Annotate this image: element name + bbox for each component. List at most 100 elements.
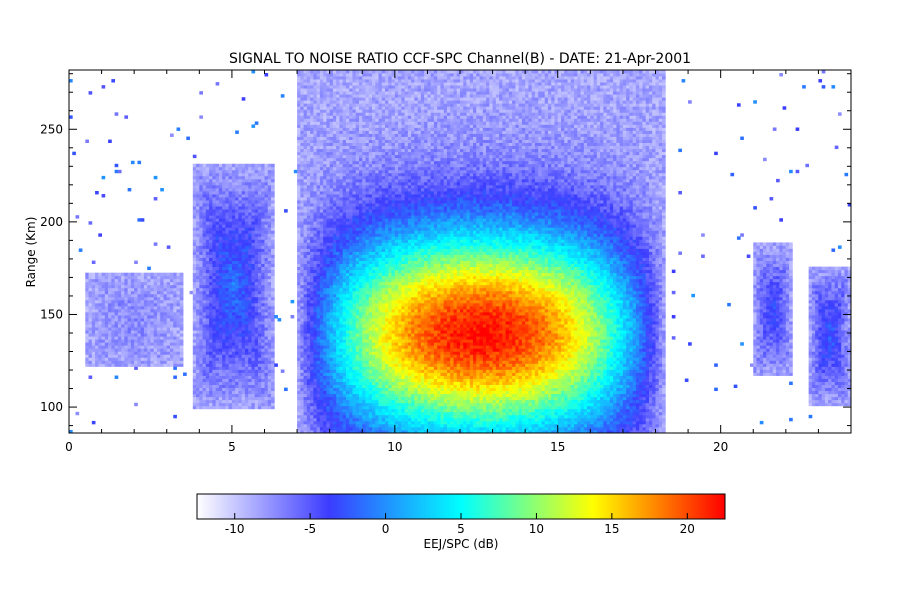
heatmap-cell	[332, 233, 337, 237]
heatmap-cell	[176, 348, 181, 352]
heatmap-cell	[313, 423, 318, 428]
heatmap-cell	[199, 194, 203, 198]
heatmap-cell	[91, 339, 96, 343]
heatmap-cell	[303, 236, 308, 240]
heatmap-cell	[212, 348, 217, 352]
chart-title: SIGNAL TO NOISE RATIO CCF-SPC Channel(B)…	[229, 51, 691, 67]
heatmap-cell	[241, 345, 246, 349]
heatmap-cell	[345, 411, 350, 416]
heatmap-cell	[196, 172, 200, 177]
heatmap-cell	[336, 269, 340, 274]
heatmap-cell	[231, 357, 236, 361]
heatmap-cell	[329, 321, 334, 325]
heatmap-cell	[313, 233, 318, 237]
heatmap-cell	[261, 257, 265, 261]
heatmap-cell	[98, 321, 102, 325]
heatmap-cell	[303, 187, 308, 192]
heatmap-cell	[319, 118, 324, 122]
heatmap-cell	[196, 284, 200, 289]
heatmap-cell	[313, 408, 318, 413]
heatmap-cell	[196, 281, 200, 286]
heatmap-cell	[316, 133, 321, 137]
heatmap-cell	[85, 278, 89, 283]
heatmap-cell	[143, 308, 148, 313]
heatmap-cell	[238, 239, 243, 243]
heatmap-cell	[306, 318, 311, 322]
heatmap-cell	[244, 363, 249, 367]
heatmap-cell	[329, 318, 334, 322]
heatmap-cell	[313, 342, 318, 346]
heatmap-cell	[121, 275, 125, 280]
heatmap-cell	[326, 423, 331, 428]
heatmap-cell	[202, 339, 207, 343]
heatmap-cell	[323, 145, 327, 150]
heatmap-cell	[336, 305, 340, 310]
heatmap-cell	[134, 308, 138, 313]
heatmap-cell	[349, 305, 353, 310]
heatmap-cell	[300, 203, 304, 207]
heatmap-cell	[98, 351, 102, 355]
heatmap-cell	[303, 263, 308, 268]
heatmap-cell	[300, 333, 304, 337]
heatmap-cell	[310, 121, 314, 125]
heatmap-cell	[323, 181, 327, 186]
heatmap-cell	[222, 339, 226, 343]
heatmap-cell	[332, 426, 337, 431]
heatmap-cell	[339, 163, 344, 168]
heatmap-cell	[130, 321, 135, 325]
heatmap-cell	[205, 239, 210, 243]
heatmap-cell	[192, 197, 197, 201]
heatmap-cell	[153, 318, 158, 322]
heatmap-cell	[241, 390, 246, 395]
heatmap-cell	[297, 109, 301, 113]
heatmap-cell	[326, 402, 331, 407]
heatmap-cell	[147, 293, 151, 298]
heatmap-cell	[176, 321, 181, 325]
heatmap-cell	[257, 178, 262, 183]
heatmap-cell	[254, 212, 259, 216]
heatmap-cell	[228, 318, 233, 322]
heatmap-cell	[316, 94, 321, 98]
heatmap-cell	[153, 312, 158, 316]
heatmap-cell	[254, 375, 259, 379]
heatmap-cell	[264, 327, 269, 331]
heatmap-cell	[297, 366, 301, 370]
heatmap-cell	[244, 254, 249, 258]
heatmap-cell	[205, 227, 210, 231]
heatmap-cell	[342, 169, 347, 174]
heatmap-cell	[342, 411, 347, 416]
heatmap-cell	[345, 124, 350, 128]
heatmap-cell	[228, 230, 233, 234]
heatmap-cell	[111, 299, 116, 304]
heatmap-cell	[271, 354, 275, 358]
heatmap-cell	[156, 302, 161, 307]
heatmap-cell	[261, 321, 265, 325]
heatmap-cell	[209, 266, 213, 271]
heatmap-cell	[316, 236, 321, 240]
heatmap-cell	[303, 411, 308, 416]
heatmap-cell	[326, 342, 331, 346]
heatmap-cell	[215, 357, 220, 361]
heatmap-cell	[235, 393, 239, 398]
heatmap-cell	[85, 305, 89, 310]
heatmap-cell	[310, 118, 314, 122]
heatmap-cell	[147, 266, 151, 271]
heatmap-cell	[342, 321, 347, 325]
heatmap-cell	[117, 290, 122, 295]
heatmap-cell	[345, 281, 350, 286]
heatmap-cell	[261, 212, 265, 216]
heatmap-cell	[264, 172, 269, 177]
heatmap-cell	[345, 236, 350, 240]
heatmap-cell	[342, 426, 347, 431]
heatmap-cell	[101, 363, 106, 367]
heatmap-cell	[251, 299, 256, 304]
heatmap-cell	[336, 339, 340, 343]
heatmap-cell	[303, 139, 308, 143]
heatmap-cell	[306, 151, 311, 156]
heatmap-cell	[316, 324, 321, 328]
heatmap-cell	[241, 206, 246, 210]
heatmap-cell	[130, 360, 135, 364]
heatmap-cell	[205, 272, 210, 277]
heatmap-cell	[261, 354, 265, 358]
heatmap-cell	[319, 154, 324, 159]
